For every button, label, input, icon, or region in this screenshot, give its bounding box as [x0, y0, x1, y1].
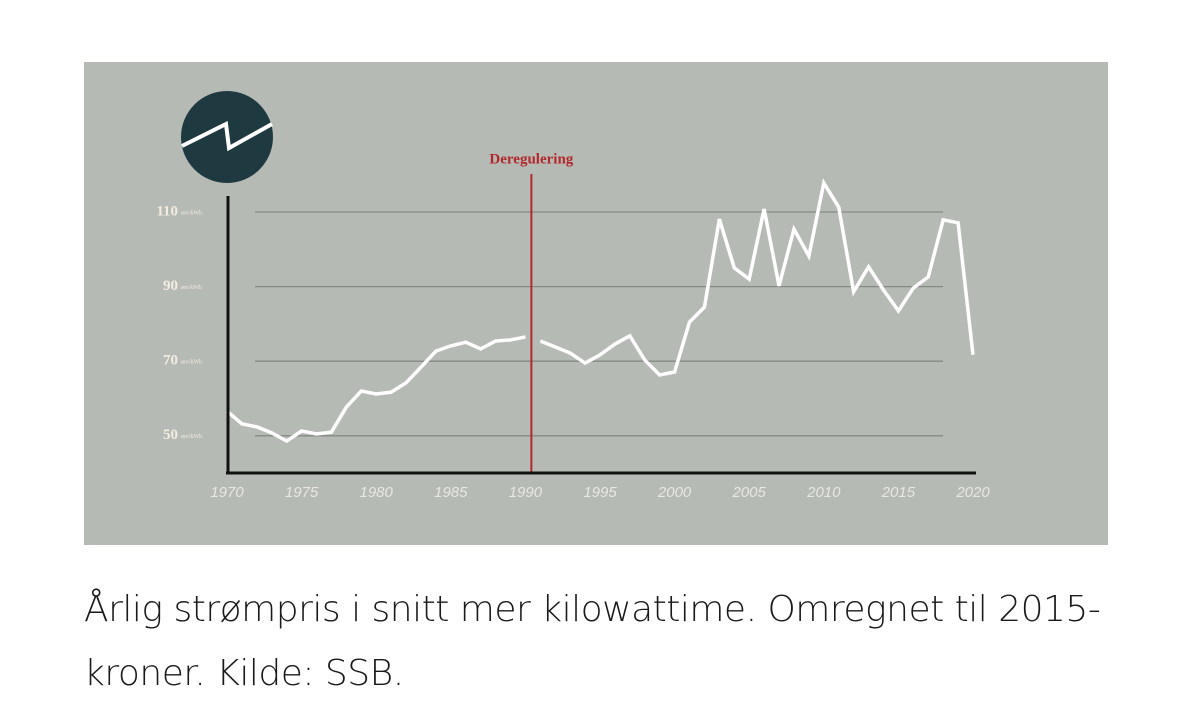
x-tick-label: 2015 — [881, 484, 916, 501]
x-tick-label: 1990 — [509, 484, 543, 501]
x-tick-label: 1995 — [583, 484, 617, 501]
y-unit: øre/kWh — [181, 285, 202, 291]
x-tick-label: 1970 — [210, 484, 244, 501]
logo-zigzag — [181, 120, 273, 152]
price-line — [539, 178, 975, 377]
price-line — [225, 335, 526, 444]
y-unit: øre/kWh — [181, 210, 202, 216]
y-tick-label: 110 — [156, 203, 178, 219]
x-tick-label: 1985 — [434, 484, 468, 501]
x-tick-label: 2005 — [732, 484, 767, 501]
x-tick-label: 2020 — [955, 484, 990, 501]
x-tick-label: 2010 — [806, 484, 841, 501]
deregulation-label: Deregulering — [489, 151, 573, 167]
y-unit: øre/kWh — [181, 360, 202, 366]
x-tick-label: 1980 — [360, 484, 394, 501]
caption: Årlig strømpris i snitt mer kilowattime.… — [84, 589, 1101, 694]
y-tick-label: 50 — [163, 427, 178, 443]
x-tick-label: 1975 — [285, 484, 319, 501]
y-tick-label: 70 — [163, 353, 178, 369]
y-tick-label: 90 — [163, 278, 178, 294]
x-tick-label: 2000 — [657, 484, 692, 501]
y-unit: øre/kWh — [181, 434, 202, 440]
